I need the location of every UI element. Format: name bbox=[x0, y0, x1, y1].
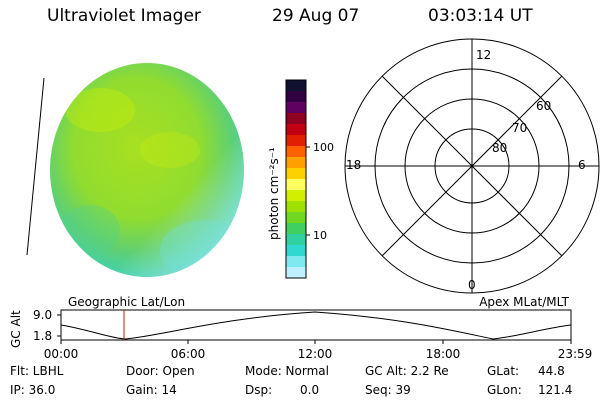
colorbar-segment bbox=[286, 113, 306, 125]
colorbar-label-100: 100 bbox=[313, 141, 334, 154]
colorbar-segment bbox=[286, 135, 306, 147]
mlt-label-0: 0 bbox=[468, 278, 476, 292]
colorbar-segment bbox=[286, 146, 306, 158]
time-label-2359: 23:59 bbox=[558, 347, 593, 361]
colorbar-label-10: 10 bbox=[313, 229, 327, 242]
color-bar-frame bbox=[285, 79, 307, 279]
mode-value: Mode: Normal bbox=[245, 364, 329, 378]
colorbar-segment bbox=[286, 212, 306, 224]
lat-label-80: 80 bbox=[492, 141, 507, 155]
orbit-left-caption: Geographic Lat/Lon bbox=[68, 295, 185, 309]
glat-label: GLat: bbox=[487, 364, 520, 378]
colorbar-segment bbox=[286, 179, 306, 191]
colorbar-segment bbox=[286, 267, 306, 279]
colorbar-segment bbox=[286, 256, 306, 268]
lat-label-60: 60 bbox=[536, 99, 551, 113]
orbit-plot-frame bbox=[60, 309, 572, 341]
image-time: 03:03:14 UT bbox=[428, 6, 533, 26]
mlt-label-18: 18 bbox=[346, 158, 361, 172]
colorbar-segment bbox=[286, 245, 306, 257]
earth-disk-image bbox=[50, 63, 244, 277]
dsp-label: Dsp: bbox=[245, 383, 273, 397]
colorbar-segment bbox=[286, 190, 306, 202]
lat-label-70: 70 bbox=[512, 121, 527, 135]
glon-label: GLon: bbox=[487, 383, 522, 397]
sequence-value: Seq: 39 bbox=[365, 383, 411, 397]
orbit-altitude-plot bbox=[57, 309, 572, 344]
colorbar-unit-label: photon cm⁻²s⁻¹ bbox=[267, 147, 281, 240]
colorbar-segment bbox=[286, 201, 306, 213]
colorbar-segment bbox=[286, 124, 306, 136]
image-date: 29 Aug 07 bbox=[272, 6, 360, 26]
colorbar-segment bbox=[286, 102, 306, 114]
time-label-18: 18:00 bbox=[426, 347, 461, 361]
limb-line bbox=[26, 77, 45, 256]
orbit-y-tick-1-8: 1.8 bbox=[33, 329, 52, 343]
mlt-label-6: 6 bbox=[578, 158, 586, 172]
polar-diagonal-2 bbox=[381, 75, 563, 257]
orbit-altitude-curve bbox=[60, 311, 572, 340]
polar-plot bbox=[344, 38, 600, 294]
orbit-right-caption: Apex MLat/MLT bbox=[479, 295, 569, 309]
dsp-value: 0.0 bbox=[300, 383, 320, 397]
gc-alt-value: GC Alt: 2.2 Re bbox=[365, 364, 449, 378]
filter-value: Flt: LBHL bbox=[10, 364, 64, 378]
orbit-y-tick-9: 9.0 bbox=[33, 308, 52, 322]
colorbar-segment bbox=[286, 157, 306, 169]
colorbar-segment bbox=[286, 168, 306, 180]
time-label-06: 06:00 bbox=[171, 347, 206, 361]
color-bar bbox=[286, 80, 306, 279]
colorbar-segment bbox=[286, 223, 306, 235]
gain-value: Gain: 14 bbox=[126, 383, 177, 397]
door-status: Door: Open bbox=[126, 364, 195, 378]
colorbar-segment bbox=[286, 91, 306, 103]
glat-value: 44.8 bbox=[538, 364, 565, 378]
time-label-00: 00:00 bbox=[44, 347, 79, 361]
mlt-label-12: 12 bbox=[476, 48, 491, 62]
colorbar-segment bbox=[286, 80, 306, 92]
glon-value: 121.4 bbox=[538, 383, 573, 397]
ip-value: IP: 36.0 bbox=[10, 383, 56, 397]
time-label-12: 12:00 bbox=[298, 347, 333, 361]
instrument-title: Ultraviolet Imager bbox=[47, 6, 201, 26]
colorbar-segment bbox=[286, 234, 306, 246]
orbit-y-axis-label: GC Alt bbox=[9, 310, 23, 348]
